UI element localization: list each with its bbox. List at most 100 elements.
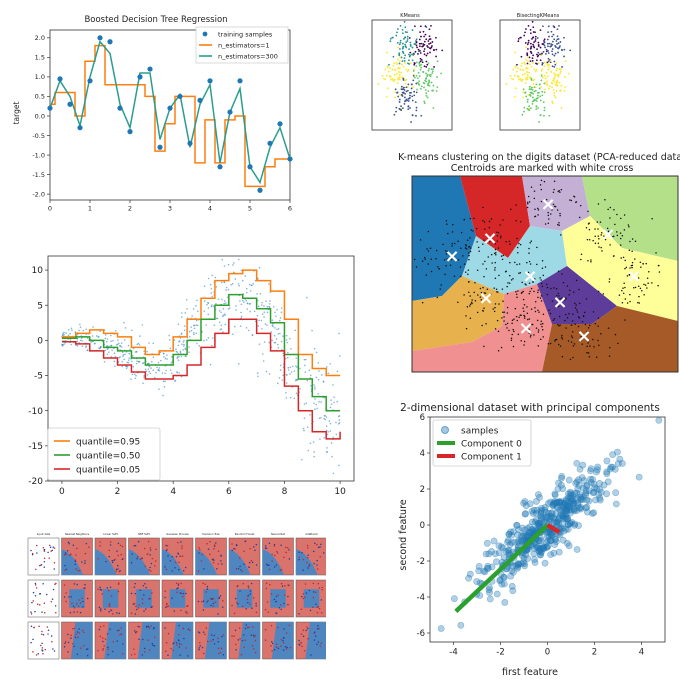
- class-point: [135, 631, 137, 634]
- sample-point: [163, 355, 165, 358]
- sample-point: [248, 303, 251, 305]
- sample-point: [90, 341, 92, 343]
- sample-point: [266, 311, 269, 314]
- digit-point: [499, 237, 502, 239]
- sample-point: [314, 388, 316, 390]
- sample-point: [245, 300, 248, 302]
- digit-point: [607, 208, 609, 211]
- digit-point: [508, 329, 510, 332]
- quantile-line: [61, 269, 341, 377]
- digit-point: [570, 335, 573, 337]
- digit-point: [560, 336, 563, 339]
- sample-point: [337, 423, 340, 425]
- class-point: [250, 559, 253, 562]
- sample-point: [498, 543, 505, 551]
- cluster-point: [419, 50, 421, 52]
- digit-point: [517, 252, 519, 254]
- sample-point: [183, 343, 185, 346]
- class-point: [106, 587, 109, 589]
- decision-region-blue: [270, 589, 286, 608]
- cluster-point: [411, 114, 414, 116]
- sample-point: [262, 360, 265, 362]
- digit-point: [496, 240, 499, 242]
- sample-point: [325, 429, 328, 432]
- sample-point: [164, 372, 166, 375]
- class-point: [302, 635, 305, 638]
- data-point: [157, 144, 163, 150]
- sample-point: [498, 580, 506, 588]
- digit-point: [424, 258, 427, 260]
- digit-point: [641, 290, 643, 292]
- class-point: [166, 544, 169, 547]
- digit-point: [570, 324, 573, 326]
- legend: quantile=0.95 quantile=0.50 quantile=0.0…: [47, 427, 161, 481]
- centroid-cross: ×: [626, 266, 641, 287]
- sample-point: [170, 361, 173, 364]
- sample-point: [612, 500, 620, 508]
- digit-point: [502, 254, 505, 257]
- sample-point: [521, 498, 529, 505]
- class-point: [30, 613, 33, 615]
- sample-point: [616, 455, 624, 463]
- class-point: [36, 552, 38, 554]
- cluster-point: [392, 80, 395, 82]
- class-point: [81, 561, 83, 563]
- class-point: [306, 544, 309, 547]
- class-point: [141, 654, 144, 656]
- cluster-point: [528, 56, 531, 59]
- sample-point: [310, 385, 312, 387]
- class-point: [276, 550, 278, 553]
- class-point: [46, 593, 48, 596]
- sample-point: [157, 361, 160, 364]
- cluster-point: [407, 100, 410, 102]
- class-point: [201, 553, 203, 556]
- digit-point: [516, 263, 518, 266]
- sample-point: [595, 490, 603, 498]
- digit-point: [451, 231, 454, 233]
- cluster-point: [518, 78, 520, 81]
- cluster-point: [393, 74, 396, 76]
- sample-point: [318, 400, 320, 403]
- digit-point: [634, 286, 637, 289]
- class-point: [211, 558, 214, 561]
- digit-point: [506, 312, 509, 314]
- sample-point: [303, 403, 306, 405]
- sample-point: [86, 337, 89, 339]
- sample-point: [110, 344, 113, 347]
- sample-point: [253, 310, 256, 313]
- boosted-regression-svg: Boosted Decision Tree Regression target …: [12, 15, 293, 213]
- class-point: [67, 641, 70, 644]
- class-point: [303, 650, 306, 652]
- cluster-point: [393, 78, 396, 81]
- data-point: [227, 109, 233, 115]
- class-point: [234, 629, 237, 632]
- class-point: [138, 638, 140, 641]
- cluster-point: [389, 67, 391, 70]
- digit-point: [640, 266, 642, 268]
- class-point: [178, 624, 180, 627]
- sample-point: [569, 497, 577, 505]
- digit-point: [586, 238, 589, 241]
- class-point: [107, 648, 110, 651]
- cluster-point: [420, 87, 422, 90]
- digit-point: [540, 323, 542, 325]
- digit-point: [578, 317, 581, 319]
- digit-point: [544, 266, 547, 268]
- sample-point: [129, 348, 131, 351]
- cluster-point: [559, 45, 561, 47]
- class-point: [248, 566, 250, 568]
- digit-point: [507, 282, 509, 284]
- digit-point: [568, 293, 570, 296]
- digit-point: [457, 301, 459, 304]
- sample-point: [188, 330, 191, 333]
- class-point: [130, 562, 133, 564]
- cluster-point: [527, 39, 530, 42]
- digit-point: [482, 206, 484, 209]
- class-point: [244, 540, 246, 543]
- digit-point: [557, 270, 560, 272]
- class-point: [182, 595, 184, 598]
- legend-label-n300: n_estimators=300: [218, 53, 278, 61]
- class-point: [149, 598, 151, 600]
- cluster-point: [551, 82, 554, 85]
- sample-point: [533, 542, 541, 549]
